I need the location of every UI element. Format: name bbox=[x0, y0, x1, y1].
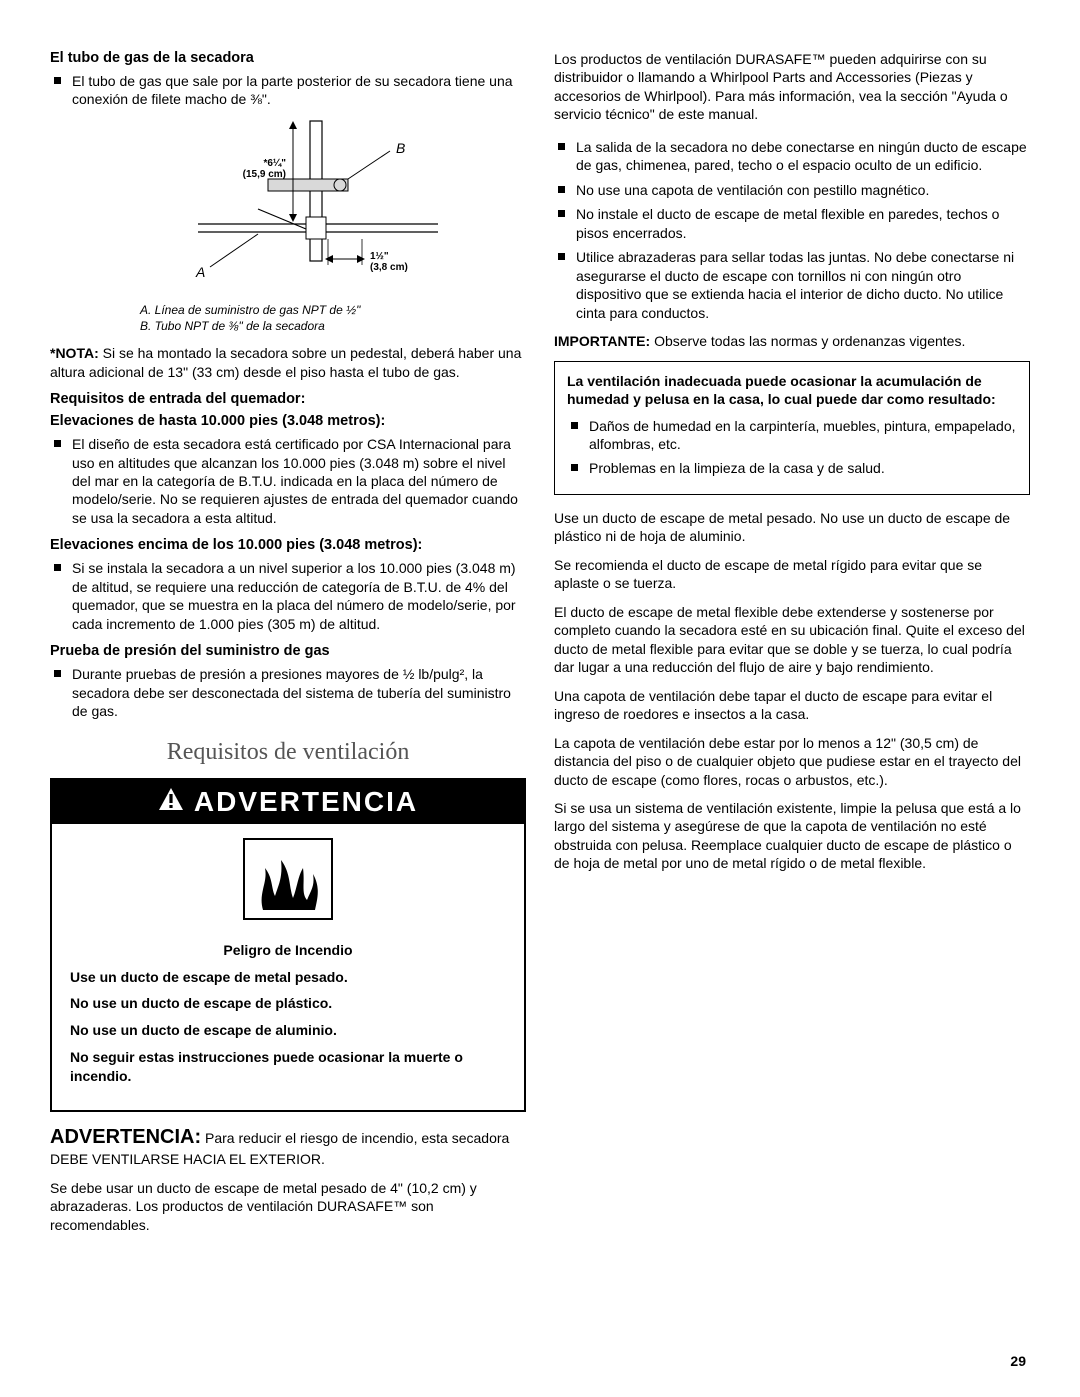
warning-header: ADVERTENCIA bbox=[52, 780, 524, 824]
caption-line-a: A. Línea de suministro de gas NPT de ½" bbox=[140, 303, 526, 319]
page-content: El tubo de gas de la secadora El tubo de… bbox=[50, 50, 1030, 1244]
warning-body: Peligro de Incendio Use un ducto de esca… bbox=[52, 824, 524, 1110]
list-item: No use una capota de ventilación con pes… bbox=[554, 181, 1030, 199]
info-box-list: Daños de humedad en la carpintería, mueb… bbox=[567, 417, 1017, 478]
dim-2-bot: (3,8 cm) bbox=[370, 262, 408, 273]
heading-pressure: Prueba de presión del suministro de gas bbox=[50, 643, 526, 659]
flame-icon bbox=[70, 838, 506, 925]
warn-line-5: No seguir estas instrucciones puede ocas… bbox=[70, 1048, 506, 1086]
p-hood: Una capota de ventilación debe tapar el … bbox=[554, 687, 1030, 724]
important-paragraph: IMPORTANTE: Observe todas las normas y o… bbox=[554, 332, 1030, 350]
warning-triangle-icon bbox=[158, 786, 184, 818]
gas-tube-list: El tubo de gas que sale por la parte pos… bbox=[50, 72, 526, 109]
big-advertencia: ADVERTENCIA: Para reducir el riesgo de i… bbox=[50, 1124, 526, 1169]
list-item: Durante pruebas de presión a presiones m… bbox=[50, 665, 526, 720]
info-box: La ventilación inadecuada puede ocasiona… bbox=[554, 361, 1030, 495]
diagram-label-a: A bbox=[195, 264, 205, 280]
diagram-caption: A. Línea de suministro de gas NPT de ½" … bbox=[140, 303, 526, 334]
dim-1-bot: (15,9 cm) bbox=[243, 169, 286, 180]
list-item: El diseño de esta secadora está certific… bbox=[50, 435, 526, 527]
p-flex: El ducto de escape de metal flexible deb… bbox=[554, 603, 1030, 677]
p-rigid: Se recomienda el ducto de escape de meta… bbox=[554, 556, 1030, 593]
important-text: Observe todas las normas y ordenanzas vi… bbox=[650, 333, 965, 349]
caption-line-b: B. Tubo NPT de ⅜" de la secadora bbox=[140, 319, 526, 335]
left-column: El tubo de gas de la secadora El tubo de… bbox=[50, 50, 526, 1244]
dim-1-top: *6¼" bbox=[263, 158, 286, 169]
p-heavy: Use un ducto de escape de metal pesado. … bbox=[554, 509, 1030, 546]
page-number: 29 bbox=[1010, 1353, 1026, 1369]
warn-line-4: No use un ducto de escape de aluminio. bbox=[70, 1021, 506, 1040]
right-column: Los productos de ventilación DURASAFE™ p… bbox=[554, 50, 1030, 1244]
p-exist: Si se usa un sistema de ventilación exis… bbox=[554, 799, 1030, 873]
list-item: Problemas en la limpieza de la casa y de… bbox=[567, 459, 1017, 477]
elev-high-list: Si se instala la secadora a un nivel sup… bbox=[50, 559, 526, 633]
warn-line-1: Peligro de Incendio bbox=[70, 941, 506, 960]
pressure-list: Durante pruebas de presión a presiones m… bbox=[50, 665, 526, 720]
info-box-lead: La ventilación inadecuada puede ocasiona… bbox=[567, 372, 1017, 409]
big-advert-lead: ADVERTENCIA: bbox=[50, 1126, 201, 1148]
heading-burner: Requisitos de entrada del quemador: bbox=[50, 391, 526, 407]
elev-low-list: El diseño de esta secadora está certific… bbox=[50, 435, 526, 527]
important-label: IMPORTANTE: bbox=[554, 333, 650, 349]
warning-box: ADVERTENCIA Peligro de Incendio Use un d… bbox=[50, 778, 526, 1112]
durasafe-paragraph: Los productos de ventilación DURASAFE™ p… bbox=[554, 50, 1030, 124]
gas-pipe-diagram: B A *6¼" (15,9 cm) 1½" (3,8 cm) bbox=[50, 119, 526, 334]
dim-2-top: 1½" bbox=[370, 251, 389, 262]
warn-line-2: Use un ducto de escape de metal pesado. bbox=[70, 968, 506, 987]
list-item: La salida de la secadora no debe conecta… bbox=[554, 138, 1030, 175]
heading-elev-high: Elevaciones encima de los 10.000 pies (3… bbox=[50, 537, 526, 553]
heading-gas-tube: El tubo de gas de la secadora bbox=[50, 50, 526, 66]
list-item: Utilice abrazaderas para sellar todas la… bbox=[554, 248, 1030, 322]
warn-line-3: No use un ducto de escape de plástico. bbox=[70, 994, 506, 1013]
list-item: Daños de humedad en la carpintería, mueb… bbox=[567, 417, 1017, 454]
ventilation-title: Requisitos de ventilación bbox=[50, 739, 526, 766]
metal-duct-paragraph: Se debe usar un ducto de escape de metal… bbox=[50, 1179, 526, 1234]
list-item: El tubo de gas que sale por la parte pos… bbox=[50, 72, 526, 109]
nota-paragraph: *NOTA: Si se ha montado la secadora sobr… bbox=[50, 344, 526, 381]
diagram-label-b: B bbox=[396, 140, 405, 156]
right-bullet-list: La salida de la secadora no debe conecta… bbox=[554, 138, 1030, 322]
warning-label: ADVERTENCIA bbox=[194, 786, 418, 818]
nota-text: Si se ha montado la secadora sobre un pe… bbox=[50, 345, 521, 379]
heading-elev-low: Elevaciones de hasta 10.000 pies (3.048 … bbox=[50, 413, 526, 429]
list-item: No instale el ducto de escape de metal f… bbox=[554, 205, 1030, 242]
p-dist: La capota de ventilación debe estar por … bbox=[554, 734, 1030, 789]
nota-label: *NOTA: bbox=[50, 345, 99, 361]
list-item: Si se instala la secadora a un nivel sup… bbox=[50, 559, 526, 633]
